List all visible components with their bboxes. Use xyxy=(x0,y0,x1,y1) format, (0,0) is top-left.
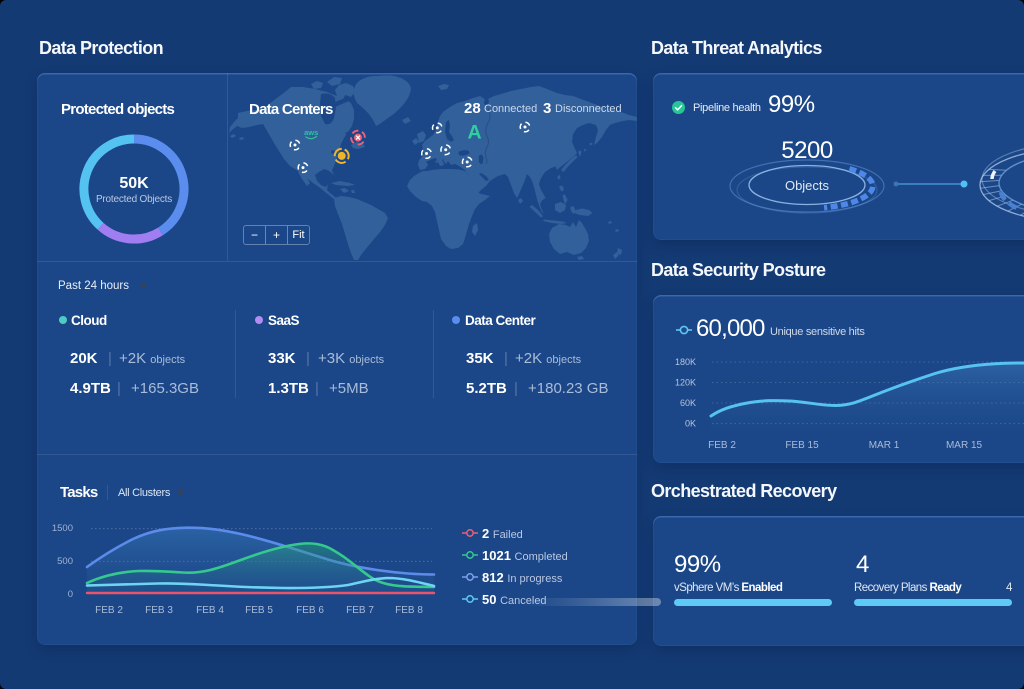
svg-text:60K: 60K xyxy=(680,398,696,408)
svg-text:FEB 3: FEB 3 xyxy=(145,605,173,616)
svg-text:FEB 7: FEB 7 xyxy=(346,605,374,616)
svg-text:MAR 1: MAR 1 xyxy=(869,440,900,451)
svg-text:FEB 6: FEB 6 xyxy=(296,605,324,616)
svg-text:FEB 4: FEB 4 xyxy=(196,605,224,616)
svg-text:MAR 15: MAR 15 xyxy=(946,440,983,451)
svg-text:aws: aws xyxy=(304,128,318,137)
svg-text:120K: 120K xyxy=(675,378,696,388)
svg-text:FEB 2: FEB 2 xyxy=(95,605,123,616)
svg-text:FEB 15: FEB 15 xyxy=(785,440,819,451)
svg-text:0K: 0K xyxy=(685,419,696,429)
svg-text:A: A xyxy=(468,122,482,144)
svg-text:180K: 180K xyxy=(675,357,696,367)
svg-text:FEB 2: FEB 2 xyxy=(708,440,736,451)
svg-text:FEB 5: FEB 5 xyxy=(245,605,273,616)
svg-text:FEB 8: FEB 8 xyxy=(395,605,423,616)
